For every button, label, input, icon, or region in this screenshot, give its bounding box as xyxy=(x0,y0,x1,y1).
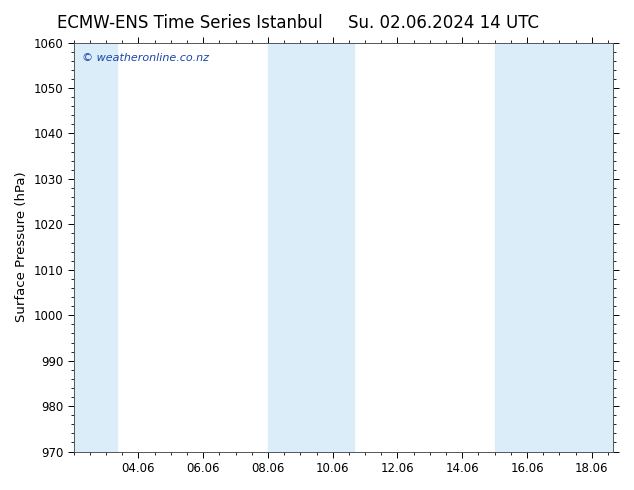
Bar xyxy=(570,43,614,452)
Bar xyxy=(495,43,527,452)
Y-axis label: Surface Pressure (hPa): Surface Pressure (hPa) xyxy=(15,172,28,322)
Bar xyxy=(527,43,570,452)
Text: Su. 02.06.2024 14 UTC: Su. 02.06.2024 14 UTC xyxy=(348,14,540,32)
Text: © weatheronline.co.nz: © weatheronline.co.nz xyxy=(82,53,209,63)
Bar xyxy=(311,43,354,452)
Text: ECMW-ENS Time Series Istanbul: ECMW-ENS Time Series Istanbul xyxy=(58,14,323,32)
Bar xyxy=(268,43,311,452)
Bar xyxy=(74,43,117,452)
